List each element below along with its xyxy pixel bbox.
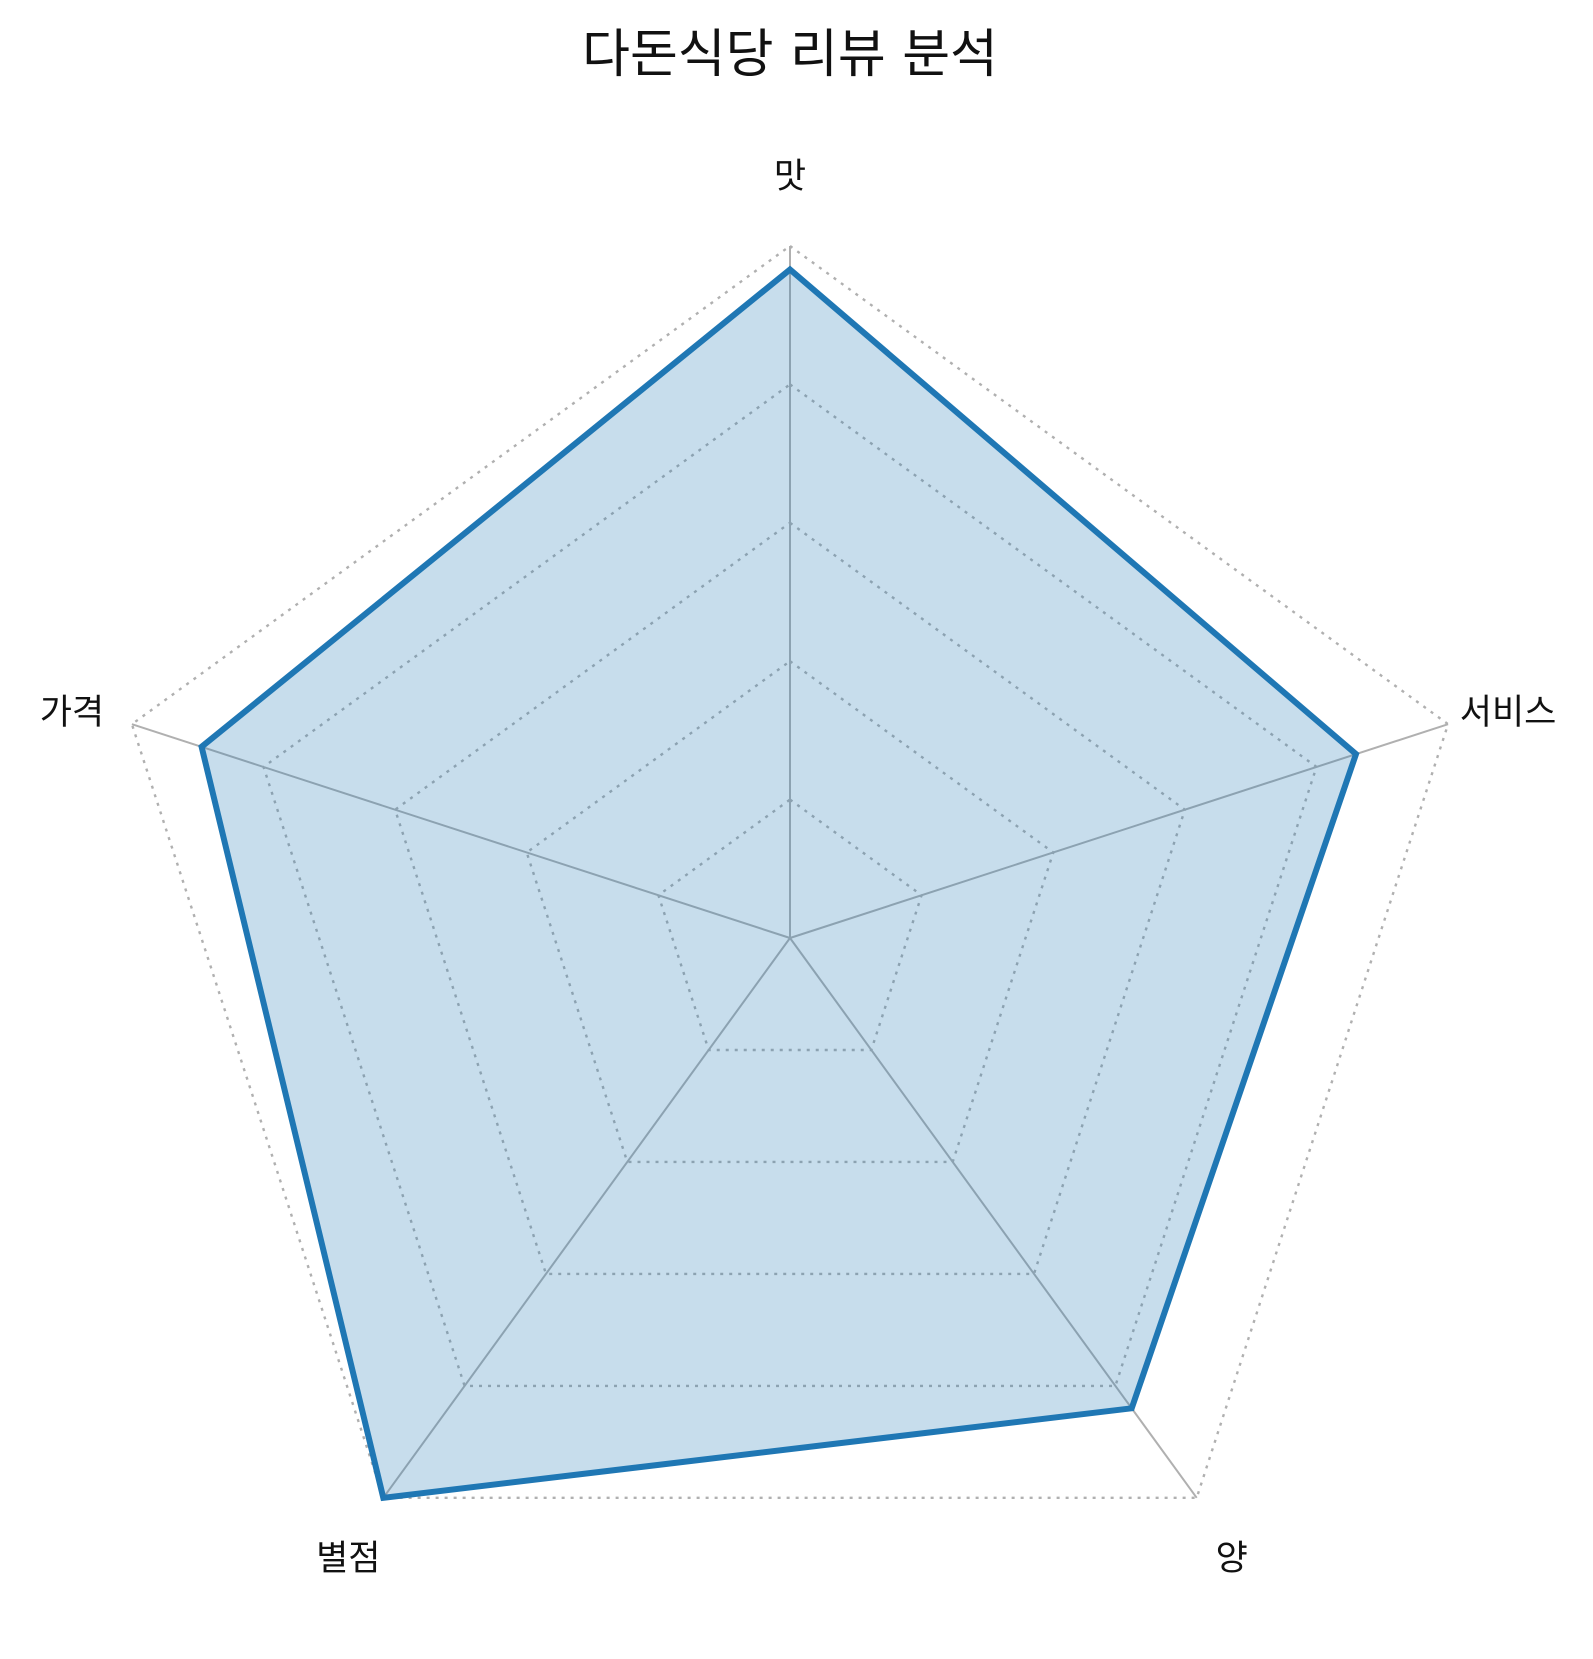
- axis-label-2: 양: [1216, 1539, 1248, 1579]
- axis-spoke-4: [131, 723, 791, 939]
- series-outline-0: [198, 265, 1360, 1502]
- grid-ring-5: [130, 244, 1450, 1500]
- grid-ring-1: [656, 798, 924, 1052]
- axis-label-3: 별점: [316, 1539, 380, 1579]
- series-area-0: [201, 269, 1357, 1498]
- axis-spoke-3: [382, 937, 791, 1499]
- axis-label-0: 맛: [774, 157, 806, 197]
- axis-label-4: 가격: [40, 693, 104, 733]
- grid-ring-3: [393, 521, 1187, 1276]
- axis-spoke-2: [789, 937, 1198, 1499]
- grid-ring-4: [262, 382, 1318, 1388]
- grid-ring-2: [525, 659, 1055, 1164]
- radar-grid: [130, 244, 1450, 1500]
- axis-spoke-1: [789, 723, 1449, 939]
- radar-series: [198, 265, 1360, 1502]
- axis-label-1: 서비스: [1460, 693, 1557, 733]
- chart-title: 다돈식당 리뷰 분석: [582, 25, 998, 85]
- radar-spokes: [131, 246, 1449, 1499]
